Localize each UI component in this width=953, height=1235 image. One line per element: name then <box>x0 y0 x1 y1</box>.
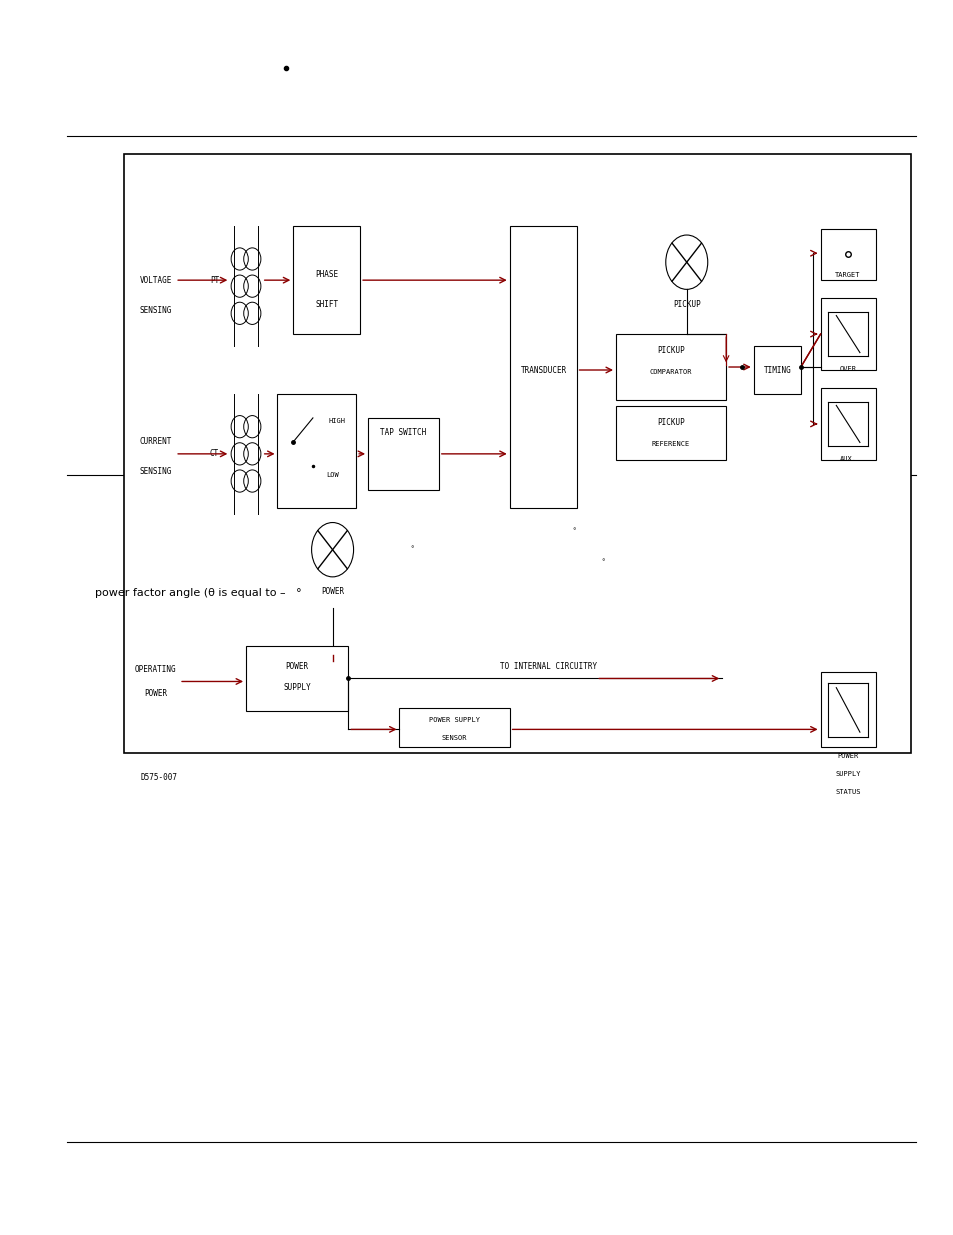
Bar <box>368 417 438 490</box>
Text: PICKUP: PICKUP <box>657 346 684 356</box>
Text: power factor angle (θ is equal to –   °: power factor angle (θ is equal to – ° <box>95 588 302 598</box>
Text: SHIFT: SHIFT <box>315 300 338 309</box>
Text: °: ° <box>410 547 414 552</box>
Text: TIMING: TIMING <box>762 366 790 374</box>
Text: D575-007: D575-007 <box>141 773 178 782</box>
Text: POWER: POWER <box>837 753 858 760</box>
Text: STATUS: STATUS <box>835 789 860 795</box>
Text: LOW: LOW <box>326 472 338 478</box>
Text: POWER: POWER <box>321 587 344 597</box>
Text: VOLTAGE: VOLTAGE <box>139 275 172 284</box>
Text: CURRENT: CURRENT <box>139 437 172 446</box>
Bar <box>246 646 348 711</box>
Text: PT: PT <box>210 275 219 284</box>
Bar <box>616 406 725 459</box>
Bar <box>820 673 875 747</box>
Text: TAP SWITCH: TAP SWITCH <box>380 429 426 437</box>
Bar <box>753 346 800 394</box>
Text: COMPARATOR: COMPARATOR <box>649 369 692 374</box>
Text: PICKUP: PICKUP <box>657 419 684 427</box>
Bar <box>293 226 359 335</box>
Bar <box>399 709 509 747</box>
Text: TARGET: TARGET <box>835 273 860 278</box>
Text: SUPPLY: SUPPLY <box>283 683 311 692</box>
Text: °: ° <box>600 559 604 564</box>
Bar <box>820 298 875 370</box>
Text: °: ° <box>572 529 576 534</box>
Text: SUPPLY: SUPPLY <box>835 772 860 777</box>
Bar <box>277 394 355 508</box>
Text: SENSOR: SENSOR <box>441 735 467 741</box>
Text: POWER: POWER <box>285 662 309 671</box>
Text: SENSING: SENSING <box>139 305 172 315</box>
Text: REFERENCE: REFERENCE <box>651 441 689 447</box>
Text: POWER SUPPLY: POWER SUPPLY <box>429 718 479 724</box>
Text: OPERATING: OPERATING <box>134 664 176 674</box>
Text: CT: CT <box>210 450 219 458</box>
Bar <box>509 226 576 508</box>
Text: TRANSDUCER: TRANSDUCER <box>519 366 566 374</box>
Bar <box>820 388 875 459</box>
Text: PICKUP: PICKUP <box>672 300 700 309</box>
Bar <box>124 154 910 753</box>
Text: OVER: OVER <box>839 366 856 372</box>
Text: SENSING: SENSING <box>139 467 172 477</box>
Text: AUX.: AUX. <box>839 456 856 462</box>
Text: PHASE: PHASE <box>315 269 338 279</box>
Text: POWER: POWER <box>144 689 167 698</box>
Bar <box>820 230 875 280</box>
Bar <box>616 335 725 400</box>
Text: TO INTERNAL CIRCUITRY: TO INTERNAL CIRCUITRY <box>500 662 597 671</box>
Text: HIGH: HIGH <box>328 417 345 424</box>
